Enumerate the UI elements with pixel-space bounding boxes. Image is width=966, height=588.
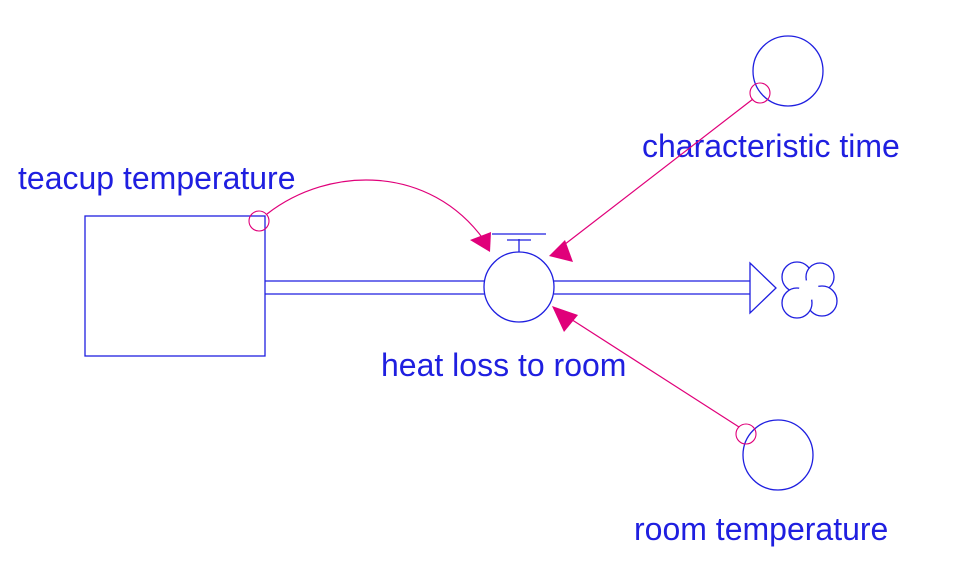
stock-label: teacup temperature	[18, 160, 296, 196]
link-characteristic-time-to-flow[interactable]	[549, 82, 771, 262]
aux-room-temperature-label: room temperature	[634, 511, 888, 547]
link-arrowhead	[549, 240, 573, 262]
flow-label: heat loss to room	[381, 347, 626, 383]
aux-characteristic-time-label: characteristic time	[642, 128, 900, 164]
flow-valve[interactable]	[483, 233, 555, 323]
link-origin-marker	[735, 423, 757, 445]
link-teacup-to-flow[interactable]	[248, 179, 491, 252]
link-arrowhead	[552, 306, 578, 332]
aux-room-temperature[interactable]	[742, 419, 814, 491]
flow-valve-circle[interactable]	[483, 251, 555, 323]
cloud-sink-icon	[781, 261, 838, 319]
link-origin-marker	[749, 82, 771, 104]
aux-characteristic-time[interactable]	[752, 35, 824, 107]
link-origin-marker	[248, 210, 270, 232]
link-arrowhead	[470, 232, 491, 252]
link-room-temperature-to-flow[interactable]	[552, 306, 757, 445]
stock-box[interactable]	[84, 215, 266, 357]
flow-arrowhead	[749, 261, 777, 315]
stock-teacup-temperature[interactable]	[84, 215, 266, 357]
flow-pipe	[265, 280, 750, 295]
